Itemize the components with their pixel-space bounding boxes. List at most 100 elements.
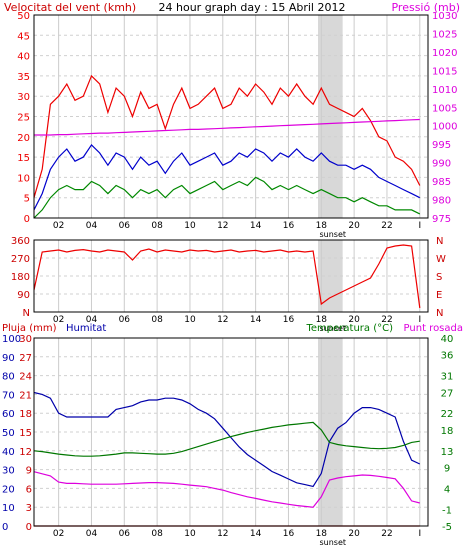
x-tick-label: 04 [86, 315, 98, 325]
x-tick-label: 02 [53, 315, 64, 325]
pressure-title: Pressió (mb) [391, 1, 460, 14]
humidity-y-tick-label: 50 [2, 428, 15, 439]
rain-y-tick-label: 0 [26, 522, 32, 533]
humidity-y-tick-label: 10 [2, 503, 15, 514]
direction-letter: S [436, 272, 442, 283]
pressure-y-tick-label: 980 [432, 196, 451, 207]
temperature-y-tick-label: 31 [441, 372, 454, 383]
humidity-y-tick-label: 20 [2, 484, 15, 495]
pressure-y-tick-label: 1010 [432, 85, 457, 96]
rain-y-tick-label: 27 [19, 353, 32, 364]
x-tick-label: 22 [381, 315, 392, 325]
x-tick-label: 06 [119, 221, 131, 231]
x-tick-label: 16 [283, 529, 295, 539]
x-tick-label: 10 [184, 221, 196, 231]
humidity-y-tick-label: 70 [2, 390, 15, 401]
wind-y-tick-label: 40 [17, 52, 30, 63]
x-tick-label: 16 [283, 221, 295, 231]
rain-y-tick-label: 18 [19, 409, 32, 420]
x-tick-label: 22 [381, 221, 392, 231]
pressure-y-tick-label: 1000 [432, 122, 457, 133]
rain-y-tick-label: 24 [19, 372, 32, 383]
x-tick-label: 14 [250, 221, 262, 231]
x-tick-label: 04 [86, 529, 98, 539]
temperature-axis-title: Temperatura (°C) [305, 323, 393, 334]
x-tick-label: 08 [151, 315, 163, 325]
x-tick-label: 20 [348, 529, 360, 539]
pressure-y-tick-label: 975 [432, 214, 451, 225]
humidity-y-tick-label: 40 [2, 447, 15, 458]
humidity-y-tick-label: 80 [2, 372, 15, 383]
pressure-y-tick-label: 1015 [432, 66, 457, 77]
sunset-label: sunset [320, 324, 347, 333]
pressure-y-tick-label: 1025 [432, 29, 457, 40]
wind-y-tick-label: 5 [24, 194, 30, 205]
temperature-y-tick-label: -1 [442, 505, 452, 516]
rain-axis-title: Pluja (mm) [2, 323, 57, 334]
panel-frame-3 [33, 337, 429, 527]
direction-y-tick-label: 360 [11, 236, 30, 247]
wind-y-tick-label: 30 [17, 92, 30, 103]
temperature-y-tick-label: 22 [441, 409, 454, 420]
x-tick-label: 02 [53, 221, 64, 231]
x-tick-label: 12 [217, 529, 228, 539]
x-tick-label: I [418, 221, 421, 231]
x-tick-label: 14 [250, 529, 262, 539]
rain-y-tick-label: 30 [19, 334, 32, 345]
rain-y-tick-label: 6 [26, 484, 32, 495]
pressure-y-tick-label: 1020 [432, 48, 457, 59]
humidity-y-tick-label: 100 [2, 334, 21, 345]
sunset-label: sunset [320, 538, 347, 547]
x-tick-label: 18 [316, 315, 328, 325]
x-tick-label: 08 [151, 529, 163, 539]
rain-y-tick-label: 12 [19, 447, 32, 458]
temperature-y-tick-label: 36 [441, 351, 454, 362]
direction-letter: E [436, 290, 442, 301]
wind-direction-line [33, 244, 421, 309]
pressure-y-tick-label: 1005 [432, 103, 457, 114]
x-tick-label: 08 [151, 221, 163, 231]
panel-frame-1 [33, 14, 429, 219]
wind-y-tick-label: 35 [17, 72, 30, 83]
direction-letter: W [436, 254, 446, 265]
x-tick-label: 12 [217, 315, 228, 325]
sunset-label: sunset [320, 230, 347, 239]
direction-y-tick-label: 180 [11, 272, 30, 283]
x-tick-label: 18 [316, 221, 328, 231]
wind-speed-title: Velocitat del vent (kmh) [4, 1, 136, 14]
wind-y-tick-label: 15 [17, 153, 30, 164]
humidity-line [33, 391, 421, 488]
pressure-line [34, 118, 420, 136]
pressure-y-tick-label: 990 [432, 159, 451, 170]
temperature-y-tick-label: 18 [441, 426, 454, 437]
chart-title: 24 hour graph day : 15 Abril 2012 [159, 1, 346, 14]
wind-y-tick-label: 45 [17, 31, 30, 42]
x-tick-label: I [418, 315, 421, 325]
humidity-y-tick-label: 0 [2, 522, 8, 533]
temperature-y-tick-label: 4 [444, 484, 450, 495]
rain-y-tick-label: 21 [19, 390, 32, 401]
humidity-y-tick-label: 90 [2, 353, 15, 364]
x-tick-label: 04 [86, 221, 98, 231]
x-tick-label: 14 [250, 315, 262, 325]
humidity-y-tick-label: 60 [2, 409, 15, 420]
humidity-y-tick-label: 30 [2, 466, 15, 477]
rain-y-tick-label: 15 [19, 428, 32, 439]
dewpoint-line [33, 471, 420, 508]
pressure-y-tick-label: 1030 [432, 11, 457, 22]
wind-y-tick-label: 0 [24, 214, 30, 225]
rain-y-tick-label: 3 [26, 503, 32, 514]
x-tick-label: 22 [381, 529, 392, 539]
temperature-y-tick-label: 9 [444, 464, 450, 475]
panel-frames [33, 14, 429, 527]
temperature-y-tick-label: 13 [441, 447, 454, 458]
temperature-y-tick-label: 27 [441, 388, 454, 399]
humidity-axis-title: Humitat [66, 323, 106, 334]
direction-letter: N [436, 308, 443, 319]
wind-average-line [33, 143, 421, 211]
wind-y-tick-label: 25 [17, 113, 30, 124]
x-tick-label: 20 [348, 315, 360, 325]
gridlines [34, 14, 428, 527]
